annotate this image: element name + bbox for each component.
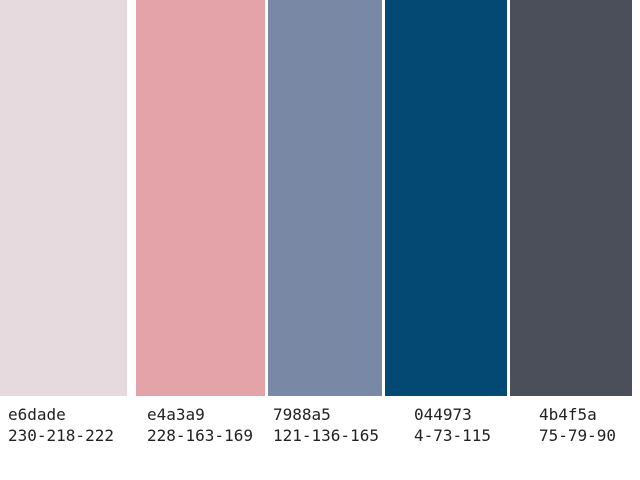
rgb-code: 75-79-90 <box>539 426 617 445</box>
swatch-label: 7988a5 121-136-165 <box>273 404 379 446</box>
color-swatch <box>136 0 265 396</box>
hex-code: 7988a5 <box>273 405 331 424</box>
rgb-code: 228-163-169 <box>147 426 253 445</box>
hex-code: 044973 <box>414 405 472 424</box>
swatch-label: e6dade 230-218-222 <box>8 404 114 446</box>
hex-code: e6dade <box>8 405 66 424</box>
rgb-code: 121-136-165 <box>273 426 379 445</box>
color-swatch <box>510 0 632 396</box>
rgb-code: 230-218-222 <box>8 426 114 445</box>
swatch-label: 044973 4-73-115 <box>414 404 491 446</box>
color-swatch <box>268 0 382 396</box>
hex-code: e4a3a9 <box>147 405 205 424</box>
swatch-label: e4a3a9 228-163-169 <box>147 404 253 446</box>
color-swatch <box>385 0 507 396</box>
swatch-label: 4b4f5a 75-79-90 <box>539 404 616 446</box>
color-swatch <box>0 0 127 396</box>
hex-code: 4b4f5a <box>539 405 597 424</box>
rgb-code: 4-73-115 <box>414 426 492 445</box>
